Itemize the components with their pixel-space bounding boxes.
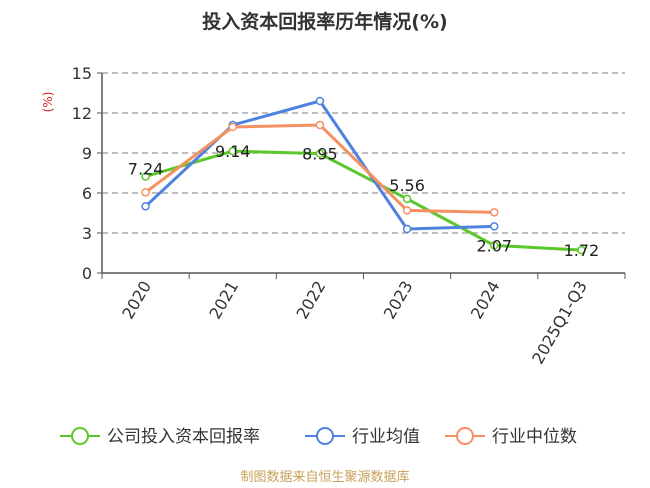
data-point: [315, 96, 325, 106]
legend-item: 公司投入资本回报率: [60, 427, 260, 447]
data-label: 1.72: [564, 241, 600, 260]
series-line: [145, 149, 582, 252]
chart-title: 投入资本回报率历年情况(%): [202, 10, 447, 33]
y-tick-label: 3: [82, 224, 92, 243]
series-line: [144, 123, 495, 214]
legend-item: 行业中位数: [445, 427, 577, 447]
data-point: [141, 172, 150, 181]
data-point: [577, 245, 586, 255]
data-point: [315, 149, 325, 158]
data-label: 9.14: [215, 142, 251, 161]
data-point: [315, 120, 325, 130]
data-point: [402, 224, 412, 234]
data-label: 2.07: [476, 236, 512, 255]
y-tick-label: 15: [72, 64, 92, 83]
x-tick-label: 2020: [118, 278, 155, 323]
data-point: [228, 122, 237, 132]
legend-marker: [456, 427, 474, 445]
x-tick-label: 2024: [467, 278, 504, 323]
y-tick-label: 6: [82, 184, 92, 203]
x-tick-label: 2023: [380, 278, 417, 323]
x-tick-label: 2025Q1-Q3: [528, 278, 591, 368]
legend-label: 行业中位数: [492, 427, 577, 447]
legend-label: 公司投入资本回报率: [107, 427, 260, 447]
data-label: 7.24: [128, 159, 164, 178]
x-tick-label: 2021: [205, 278, 242, 323]
data-point: [490, 208, 499, 217]
data-label: 8.95: [302, 145, 338, 164]
data-point: [402, 206, 412, 215]
data-label: 5.56: [389, 176, 425, 195]
legend-item: 行业均值: [305, 427, 420, 447]
data-point: [490, 241, 499, 250]
y-tick-label: 0: [82, 264, 92, 283]
y-tick-label: 12: [72, 104, 92, 123]
data-point: [141, 188, 150, 197]
x-tick-label: 2022: [293, 278, 330, 323]
legend-marker: [71, 427, 89, 445]
legend-marker: [316, 427, 334, 445]
data-point: [402, 194, 412, 204]
y-axis-label: (%): [41, 92, 55, 113]
y-tick-label: 9: [82, 144, 92, 163]
legend-label: 行业均值: [352, 427, 420, 447]
source-note: 制图数据来自恒生聚源数据库: [240, 469, 409, 485]
data-point: [490, 222, 499, 231]
data-point: [228, 146, 237, 156]
data-point: [141, 202, 150, 211]
